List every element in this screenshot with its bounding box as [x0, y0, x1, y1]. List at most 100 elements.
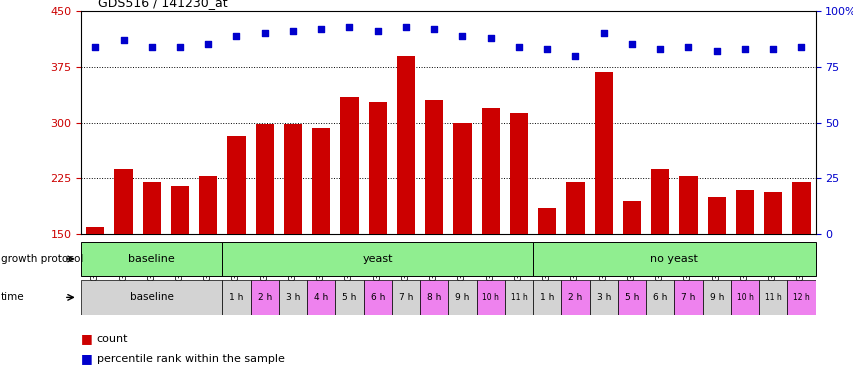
Bar — [650, 169, 669, 234]
Bar — [86, 227, 104, 234]
Bar — [589, 280, 617, 315]
Bar — [453, 123, 471, 234]
Point — [540, 46, 554, 52]
Point — [145, 44, 159, 50]
Point — [765, 46, 779, 52]
Text: yeast: yeast — [362, 254, 392, 264]
Text: 9 h: 9 h — [455, 293, 469, 302]
Point — [456, 33, 469, 38]
Text: time: time — [1, 292, 25, 302]
Point — [117, 37, 131, 43]
Bar — [81, 242, 222, 276]
Bar — [646, 280, 674, 315]
Bar — [227, 136, 246, 234]
Bar — [532, 242, 815, 276]
Point — [229, 33, 243, 38]
Text: 1 h: 1 h — [229, 293, 243, 302]
Text: 2 h: 2 h — [568, 293, 582, 302]
Bar — [674, 280, 702, 315]
Bar — [537, 208, 556, 234]
Point — [342, 24, 356, 30]
Point — [173, 44, 187, 50]
Point — [512, 44, 525, 50]
Text: 3 h: 3 h — [596, 293, 610, 302]
Point — [596, 30, 610, 36]
Bar — [307, 280, 335, 315]
Point — [286, 28, 299, 34]
Point — [568, 53, 582, 59]
Text: 2 h: 2 h — [258, 293, 271, 302]
Text: 5 h: 5 h — [342, 293, 357, 302]
Point — [709, 48, 722, 54]
Bar — [702, 280, 730, 315]
Bar — [532, 280, 560, 315]
Bar — [594, 72, 612, 234]
Bar — [283, 124, 302, 234]
Bar — [678, 176, 697, 234]
Point — [258, 30, 271, 36]
Text: no yeast: no yeast — [650, 254, 698, 264]
Text: growth protocol: growth protocol — [1, 254, 83, 264]
Text: 11 h: 11 h — [510, 293, 526, 302]
Bar — [730, 280, 758, 315]
Point — [737, 46, 751, 52]
Point — [624, 41, 638, 47]
Bar — [114, 169, 132, 234]
Bar — [199, 176, 218, 234]
Point — [793, 44, 807, 50]
Bar — [735, 190, 753, 234]
Text: 1 h: 1 h — [539, 293, 554, 302]
Text: 3 h: 3 h — [286, 293, 299, 302]
Bar — [142, 182, 160, 234]
Bar — [397, 56, 415, 234]
Text: percentile rank within the sample: percentile rank within the sample — [96, 354, 284, 364]
Bar — [617, 280, 646, 315]
Text: 6 h: 6 h — [653, 293, 666, 302]
Text: ■: ■ — [81, 352, 93, 365]
Text: GDS516 / 141230_at: GDS516 / 141230_at — [98, 0, 228, 9]
Bar — [420, 280, 448, 315]
Bar — [560, 280, 589, 315]
Point — [201, 41, 215, 47]
Text: 4 h: 4 h — [314, 293, 328, 302]
Bar — [476, 280, 504, 315]
Point — [370, 28, 384, 34]
Text: count: count — [96, 333, 128, 344]
Bar — [250, 280, 279, 315]
Bar — [425, 100, 443, 234]
Bar — [792, 182, 809, 234]
Text: 11 h: 11 h — [764, 293, 780, 302]
Text: 8 h: 8 h — [426, 293, 441, 302]
Text: 9 h: 9 h — [709, 293, 723, 302]
Bar — [566, 182, 584, 234]
Point — [89, 44, 102, 50]
Text: ■: ■ — [81, 332, 93, 345]
Bar — [504, 280, 532, 315]
Text: 7 h: 7 h — [681, 293, 695, 302]
Bar — [311, 128, 330, 234]
Text: 12 h: 12 h — [792, 293, 809, 302]
Bar — [448, 280, 476, 315]
Bar — [171, 186, 189, 234]
Bar — [368, 102, 386, 234]
Bar — [363, 280, 392, 315]
Point — [398, 24, 412, 30]
Bar — [622, 201, 641, 234]
Point — [314, 26, 328, 32]
Bar — [706, 197, 725, 234]
Text: 6 h: 6 h — [370, 293, 385, 302]
Bar — [758, 280, 786, 315]
Text: 5 h: 5 h — [624, 293, 638, 302]
Bar — [763, 192, 781, 234]
Bar — [339, 97, 358, 234]
Bar — [81, 280, 222, 315]
Text: baseline: baseline — [130, 292, 173, 302]
Bar — [481, 108, 499, 234]
Bar — [255, 124, 274, 234]
Point — [681, 44, 694, 50]
Bar — [509, 113, 527, 234]
Text: baseline: baseline — [128, 254, 175, 264]
Point — [426, 26, 440, 32]
Bar — [279, 280, 307, 315]
Bar — [786, 280, 815, 315]
